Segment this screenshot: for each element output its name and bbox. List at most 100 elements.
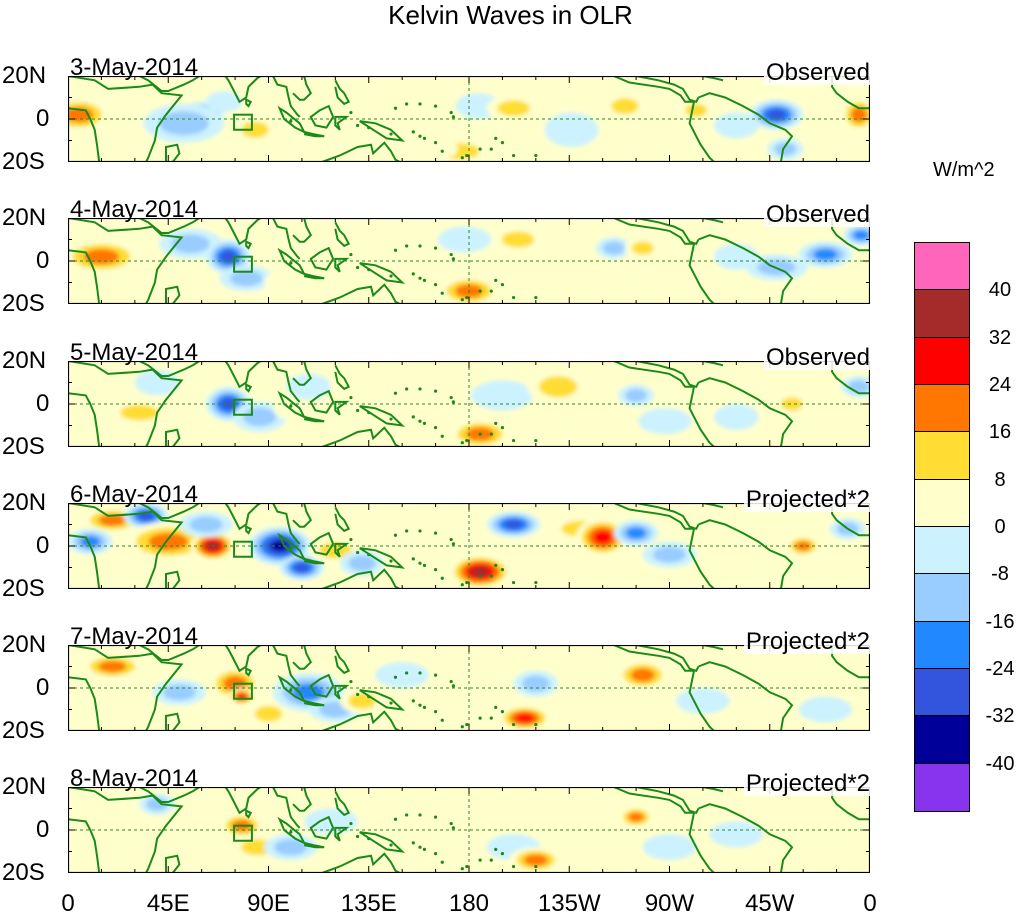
coastline	[613, 218, 694, 245]
island-dot	[500, 283, 505, 287]
island-dot	[418, 703, 422, 707]
olr-anomaly-blob	[580, 369, 625, 396]
olr-anomaly-blob	[642, 834, 697, 861]
island-dot	[356, 265, 360, 270]
island-dot	[460, 156, 464, 160]
colorbar-level-label: 40	[988, 279, 1012, 302]
olr-anomaly-blob	[295, 237, 340, 264]
colorbar-swatch	[915, 669, 969, 717]
coastline	[334, 790, 351, 817]
island-dot	[500, 426, 505, 430]
island-dot	[460, 441, 464, 445]
olr-anomaly-blob	[709, 558, 764, 585]
olr-anomaly-blob	[264, 269, 318, 296]
island-dot	[440, 576, 444, 580]
coastline	[309, 246, 335, 271]
island-dot	[422, 847, 427, 851]
island-dot	[356, 692, 360, 697]
island-dot	[433, 141, 438, 145]
island-dot	[289, 119, 293, 123]
coastline	[635, 503, 700, 531]
island-dot	[451, 684, 456, 688]
colorbar-swatch	[915, 763, 969, 811]
coastline	[334, 648, 351, 675]
island-dot	[418, 561, 422, 565]
coastline	[68, 534, 101, 589]
island-dot	[349, 679, 353, 684]
panel-date: 4-May-2014	[70, 196, 199, 223]
coastline	[334, 364, 351, 391]
island-dot	[511, 295, 516, 300]
coastline	[292, 218, 313, 243]
olr-anomaly-blob	[162, 684, 196, 701]
coastline	[831, 503, 870, 537]
island-dot	[418, 419, 422, 423]
olr-anomaly-blob	[685, 103, 708, 118]
coastline	[680, 361, 724, 367]
coastline	[165, 285, 181, 304]
olr-anomaly-blob	[80, 535, 101, 548]
olr-anomaly-blob	[375, 662, 429, 688]
olr-anomaly-blob	[624, 136, 679, 162]
coastline	[303, 130, 325, 138]
island-dot	[418, 102, 422, 106]
panel-date: 6-May-2014	[70, 481, 199, 508]
coastline	[831, 645, 870, 679]
x-tick-label: 45E	[146, 890, 190, 917]
olr-anomaly-blob	[504, 520, 523, 529]
colorbar-level-label: -8	[991, 563, 1009, 586]
island-dot	[393, 817, 398, 821]
coastline	[688, 243, 715, 304]
olr-map	[68, 218, 870, 304]
coastline	[245, 525, 253, 535]
island-dot	[478, 716, 482, 720]
colorbar-level-label: 0	[994, 516, 1006, 538]
coastline	[138, 76, 200, 92]
island-dot	[405, 671, 409, 675]
coastline	[292, 787, 313, 812]
island-dot	[494, 278, 498, 282]
island-dot	[393, 675, 398, 679]
coastline	[68, 218, 184, 304]
x-tick-label: 135W	[537, 890, 601, 917]
olr-map	[68, 787, 870, 873]
coastline	[635, 218, 700, 246]
coastline	[334, 542, 350, 558]
colorbar-swatch	[915, 337, 969, 385]
island-dot	[489, 147, 493, 151]
coastline	[359, 689, 406, 711]
island-dot	[500, 710, 505, 714]
olr-anomaly-blob	[437, 226, 492, 253]
coastline	[245, 98, 253, 108]
coastline	[321, 710, 401, 731]
coastline	[245, 383, 253, 393]
colorbar-level-label: -32	[985, 705, 1015, 728]
island-dot	[465, 295, 469, 300]
island-dot	[511, 580, 516, 585]
coastline	[272, 361, 301, 403]
coastline	[688, 670, 715, 731]
y-tick-label: 0	[36, 105, 50, 132]
x-tick-label: 135E	[340, 890, 397, 917]
island-dot	[451, 826, 456, 830]
island-dot	[393, 533, 398, 537]
coastline	[165, 854, 181, 873]
island-dot	[433, 531, 438, 535]
coastline	[165, 143, 181, 162]
island-dot	[489, 716, 493, 720]
coastline	[309, 531, 335, 556]
island-dot	[534, 295, 538, 300]
olr-anomaly-blob	[853, 230, 870, 240]
island-dot	[367, 126, 371, 130]
island-dot	[389, 132, 393, 136]
y-tick-label: 20S	[2, 575, 45, 602]
island-dot	[449, 110, 453, 115]
coastline	[68, 76, 184, 162]
island-dot	[356, 834, 360, 839]
island-dot	[349, 110, 353, 115]
island-dot	[478, 858, 482, 862]
panel-frame	[68, 645, 870, 731]
panel-mode: Observed	[763, 201, 870, 228]
island-dot	[405, 813, 409, 817]
island-dot	[465, 722, 469, 727]
